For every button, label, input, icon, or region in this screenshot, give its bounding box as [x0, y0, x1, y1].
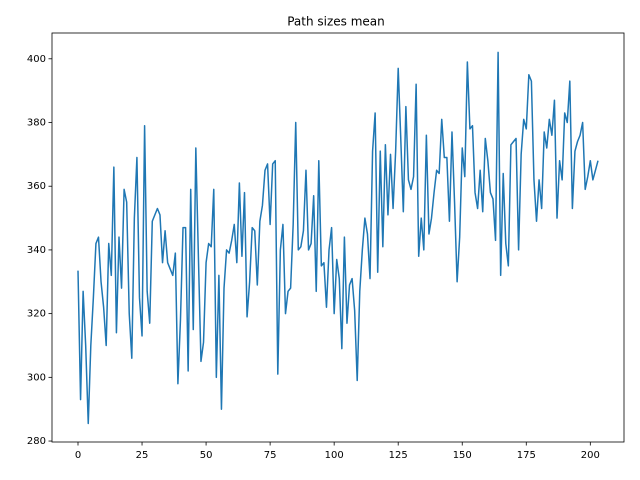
y-tick-label: 280 — [27, 436, 46, 447]
y-tick-label: 320 — [27, 309, 46, 320]
y-tick-label: 360 — [27, 181, 46, 192]
x-tick-label: 125 — [389, 450, 408, 461]
chart-title: Path sizes mean — [287, 15, 385, 29]
y-tick-label: 340 — [27, 245, 46, 256]
x-tick-label: 0 — [75, 450, 81, 461]
x-tick-label: 50 — [200, 450, 213, 461]
x-tick-label: 150 — [453, 450, 472, 461]
x-tick-label: 100 — [325, 450, 344, 461]
x-tick-label: 175 — [517, 450, 536, 461]
x-tick-label: 75 — [264, 450, 277, 461]
y-tick-label: 380 — [27, 118, 46, 129]
x-tick-label: 25 — [136, 450, 149, 461]
axes-frame — [51, 32, 625, 443]
x-tick-label: 200 — [581, 450, 600, 461]
y-tick-label: 400 — [27, 54, 46, 65]
y-tick-label: 300 — [27, 372, 46, 383]
data-line — [77, 51, 599, 425]
